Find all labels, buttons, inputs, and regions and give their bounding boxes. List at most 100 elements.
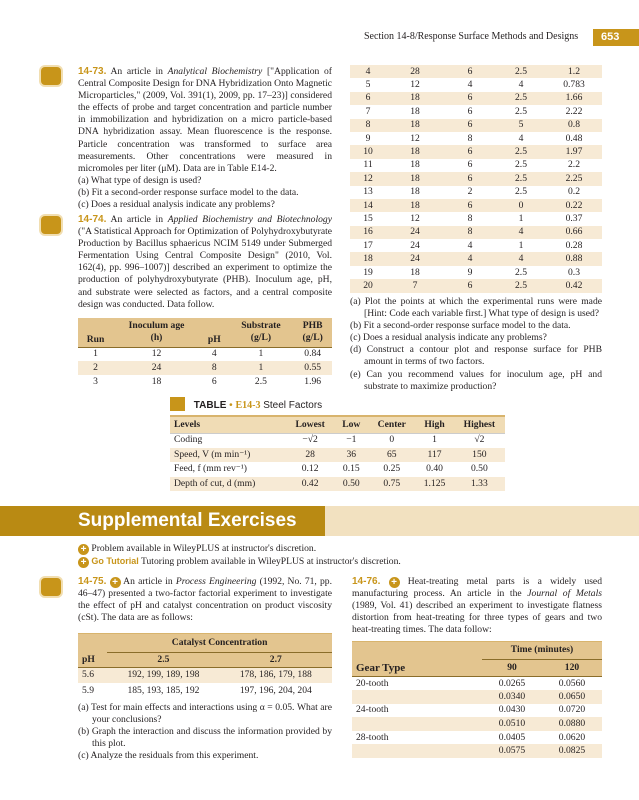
table-cell: 2.5 <box>515 172 527 184</box>
col-header: Levels <box>170 416 286 433</box>
table-cell: 2.5 <box>515 145 527 157</box>
table-cell: 2.5 <box>515 279 527 291</box>
table-row: 5 12 4 4 0.783 <box>350 78 602 91</box>
table-row: 4 28 6 2.5 1.2 <box>350 65 602 79</box>
part: (a) What type of design is used? <box>78 174 202 186</box>
table-cell: 0.0620 <box>558 731 586 743</box>
supplemental-banner: Supplemental Exercises <box>0 506 639 536</box>
table-row: 19 18 9 2.5 0.3 <box>350 266 602 279</box>
table-row: Feed, f (mm rev⁻¹) 0.12 0.15 0.25 0.40 0.50 <box>170 462 505 477</box>
table-row: 10 18 6 2.5 1.97 <box>350 145 602 159</box>
table-cell: 0.42 <box>565 279 583 291</box>
table-row: 3 18 6 2.5 1.96 <box>78 375 332 389</box>
col-header: Substrate (g/L) <box>241 320 281 344</box>
table-cell: 0.0650 <box>558 690 586 702</box>
table-cell: 0.75 <box>383 477 401 489</box>
journal: Analytical Biochemistry <box>167 66 263 77</box>
exercise-number: 14-75. <box>78 576 107 587</box>
table-cell: 6 <box>467 145 473 157</box>
table-row: Speed, V (m min⁻¹) 28 36 65 117 150 <box>170 447 505 462</box>
table-cell: 19 <box>363 266 373 278</box>
col-header: 120 <box>564 661 580 673</box>
table-cell: 1 <box>93 348 98 360</box>
table-cell: 24 <box>410 253 420 265</box>
table-row: 2 24 8 1 0.55 <box>78 361 332 375</box>
table-cell: 4 <box>467 253 473 265</box>
table-cell: √2 <box>474 434 485 446</box>
table-cell: 18 <box>410 159 420 171</box>
text: An article in <box>123 576 176 587</box>
table-cell: 8 <box>365 119 371 131</box>
table-cell: 1.96 <box>304 375 322 387</box>
gear-table: Time (minutes) Gear Type 90 120 20-tooth 0.… <box>352 641 602 759</box>
col-header: pH <box>207 334 221 346</box>
table-row: 18 24 4 4 0.88 <box>350 252 602 266</box>
table-cell: 4 <box>211 348 217 360</box>
table-cell: 0.0560 <box>558 677 586 689</box>
exercise-number: 14-74. <box>78 214 107 225</box>
table-cell: 0.50 <box>342 477 360 489</box>
table-cell: 18 <box>410 105 420 117</box>
part: (b) Fit a second-order response surface … <box>350 320 571 332</box>
table-cell: 6 <box>467 279 473 291</box>
table-cell: 0.55 <box>304 361 322 373</box>
table-cell: 0.50 <box>470 463 488 475</box>
exercise-14-75: 14-75. + An article in Process Engineeri… <box>78 576 332 624</box>
table-cell: 8 <box>467 132 473 144</box>
table-caption: TABLE • E14-3 Steel Factors <box>170 397 322 413</box>
table-cell: 1 <box>258 361 264 373</box>
table-cell: 17 <box>363 239 373 251</box>
table-cell: 10 <box>363 145 373 157</box>
table-cell: 6 <box>467 65 473 77</box>
table-cell: 0.42 <box>301 477 319 489</box>
table-cell: 65 <box>386 448 397 460</box>
table-row: 11 18 6 2.5 2.2 <box>350 159 602 172</box>
table-cell: 6 <box>467 105 473 117</box>
part: (c) Does a residual analysis indicate an… <box>78 199 275 211</box>
table-cell: 2.5 <box>515 105 527 117</box>
text: (1992, No. 71, pp. 46–47) presented a tw… <box>78 576 332 624</box>
table-cell: 2.5 <box>515 92 527 104</box>
table-cell: 7 <box>412 279 418 291</box>
table-cell: −1 <box>346 434 357 446</box>
table-cell: 12 <box>363 172 373 184</box>
table-cell: 18 <box>151 375 162 387</box>
part: (d) Construct a contour plot and respons… <box>350 344 602 368</box>
table-cell: 0.37 <box>565 212 583 224</box>
table-cell: 24 <box>151 361 162 373</box>
col-header: High <box>415 416 454 433</box>
table-cell: 5 <box>365 79 371 91</box>
table-cell: 9 <box>467 266 473 278</box>
go-tutorial-label: Go Tutorial <box>91 556 139 567</box>
exercise-14-73: 14-73. An article in Analytical Biochemi… <box>78 66 332 211</box>
table-cell: 0.0720 <box>558 704 586 716</box>
table-cell: 28 <box>305 448 315 460</box>
table-row: 17 24 4 1 0.28 <box>350 239 602 252</box>
table-cell: 2.5 <box>254 375 267 387</box>
table-cell: 4 <box>518 132 524 144</box>
table-cell: 0.3 <box>568 266 580 278</box>
table-cell: 4 <box>518 79 524 91</box>
text: An article in <box>110 66 168 77</box>
journal: Journal of Metals <box>527 588 602 600</box>
table-cell: 0.0575 <box>498 745 526 757</box>
table-row: 13 18 2 2.5 0.2 <box>350 186 602 199</box>
table-cell: Coding <box>174 434 203 446</box>
table-cell: 16 <box>363 226 373 238</box>
table-cell: 4 <box>365 65 371 77</box>
table-cell: 0.22 <box>565 199 583 211</box>
table-cell: 0.15 <box>342 463 360 475</box>
table-row: 16 24 8 4 0.66 <box>350 225 602 240</box>
table-cell: 0.40 <box>426 463 443 475</box>
group-header: Catalyst Concentration <box>107 633 332 653</box>
table-row: 14 18 6 0 0.22 <box>350 198 602 213</box>
journal: Applied Biochemistry and Biotechnology <box>167 214 332 225</box>
table-cell: 11 <box>363 159 373 171</box>
part: (b) Fit a second-order response surface … <box>78 186 299 198</box>
table-cell: Feed, f (mm rev⁻¹) <box>174 463 247 475</box>
table-cell: 6 <box>467 119 473 131</box>
exercise-number: 14-76. <box>352 576 381 587</box>
col-header: 2.5 <box>157 653 170 665</box>
table-cell: 6 <box>467 199 473 211</box>
table-cell: 1.97 <box>565 145 583 157</box>
